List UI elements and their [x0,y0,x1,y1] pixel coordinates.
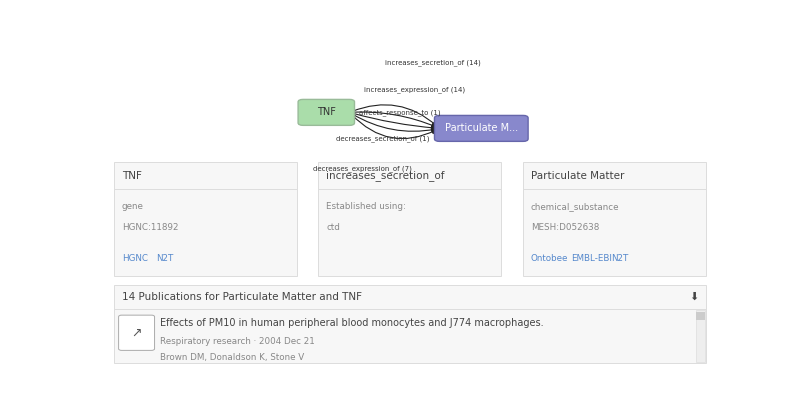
Text: Respiratory research · 2004 Dec 21: Respiratory research · 2004 Dec 21 [160,337,315,346]
Text: HGNC: HGNC [122,254,148,263]
Text: ctd: ctd [326,223,340,232]
Text: Particulate Matter: Particulate Matter [531,171,624,181]
FancyBboxPatch shape [523,162,706,276]
FancyBboxPatch shape [114,162,297,276]
Text: Ontobee: Ontobee [531,254,568,263]
Text: ⬇: ⬇ [690,292,698,302]
Text: HGNC:11892: HGNC:11892 [122,223,178,232]
Text: chemical_substance: chemical_substance [531,202,619,211]
Text: increases_secretion_of: increases_secretion_of [326,170,445,181]
Text: Effects of PM10 in human peripheral blood monocytes and J774 macrophages.: Effects of PM10 in human peripheral bloo… [160,318,544,328]
Text: affects_response_to (1): affects_response_to (1) [358,109,440,116]
Text: Particulate M...: Particulate M... [445,124,518,134]
Text: TNF: TNF [122,171,142,181]
FancyBboxPatch shape [114,285,706,363]
FancyBboxPatch shape [298,99,354,125]
FancyBboxPatch shape [118,315,154,350]
Text: MESH:D052638: MESH:D052638 [531,223,599,232]
Text: Brown DM, Donaldson K, Stone V: Brown DM, Donaldson K, Stone V [160,353,304,362]
Text: ↗: ↗ [131,326,142,339]
Text: decreases_expression_of (7): decreases_expression_of (7) [313,166,411,172]
FancyBboxPatch shape [697,310,705,362]
Text: N2T: N2T [611,254,629,263]
FancyBboxPatch shape [434,115,528,141]
FancyBboxPatch shape [697,312,705,320]
Text: N2T: N2T [156,254,173,263]
Text: TNF: TNF [317,107,336,117]
Text: increases_expression_of (14): increases_expression_of (14) [364,87,466,94]
FancyBboxPatch shape [318,162,501,276]
Text: Established using:: Established using: [326,202,406,211]
Text: gene: gene [122,202,143,211]
Text: increases_secretion_of (14): increases_secretion_of (14) [385,59,481,66]
Text: 14 Publications for Particulate Matter and TNF: 14 Publications for Particulate Matter a… [122,292,362,302]
Text: decreases_secretion_of (1): decreases_secretion_of (1) [336,135,429,142]
Text: EMBL-EBI: EMBL-EBI [571,254,612,263]
